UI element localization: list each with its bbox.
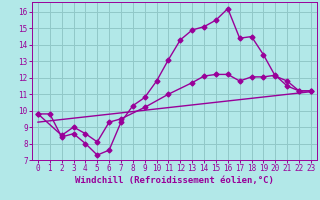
X-axis label: Windchill (Refroidissement éolien,°C): Windchill (Refroidissement éolien,°C) (75, 176, 274, 185)
